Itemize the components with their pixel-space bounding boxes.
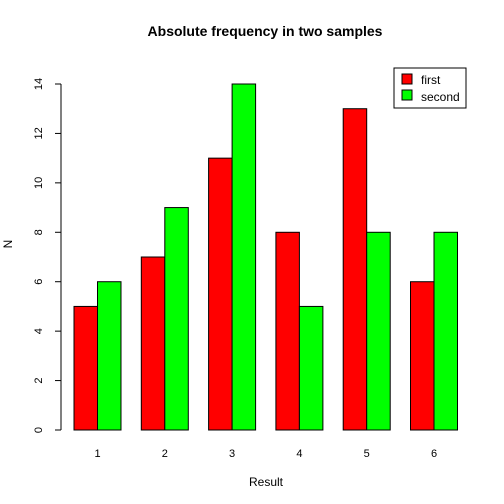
x-tick-labels: 1 2 3 4 5 6: [94, 448, 437, 460]
x-tick-label: 2: [162, 448, 168, 460]
y-axis-label: N: [1, 240, 15, 249]
legend-swatch-second: [401, 89, 413, 101]
bar-first-1: [73, 305, 98, 431]
bars-group: [73, 83, 458, 431]
y-tick-label: 8: [33, 229, 45, 235]
x-tick-label: 6: [431, 448, 437, 460]
bar-first-2: [140, 256, 166, 431]
bar-first-5: [342, 108, 368, 431]
y-tick-label: 12: [33, 127, 45, 139]
bar-second-1: [97, 281, 122, 431]
bar-first-3: [208, 157, 233, 431]
x-axis-label: Result: [249, 475, 284, 489]
legend: first second: [393, 67, 467, 109]
y-tick-label: 0: [33, 427, 45, 433]
bar-second-2: [164, 207, 189, 431]
bar-second-6: [433, 231, 458, 431]
legend-swatch-first: [401, 73, 413, 85]
y-tick-label: 10: [33, 177, 45, 189]
x-tick-label: 1: [94, 448, 100, 460]
x-tick-label: 3: [229, 448, 235, 460]
bar-second-4: [298, 305, 324, 431]
y-tick-label: 14: [33, 78, 45, 90]
bar-first-6: [410, 281, 435, 431]
y-tick-label: 4: [33, 328, 45, 334]
x-tick-label: 5: [364, 448, 370, 460]
bar-second-3: [231, 83, 257, 431]
legend-label-first: first: [421, 73, 441, 87]
chart-title: Absolute frequency in two samples: [148, 23, 383, 39]
y-axis: 0 2 4 6 8 10 12 14: [33, 78, 62, 433]
bar-second-5: [366, 231, 391, 431]
y-tick-label: 6: [33, 279, 45, 285]
bar-first-4: [275, 231, 300, 431]
x-tick-label: 4: [296, 448, 302, 460]
y-tick-label: 2: [33, 378, 45, 384]
legend-label-second: second: [421, 90, 460, 104]
